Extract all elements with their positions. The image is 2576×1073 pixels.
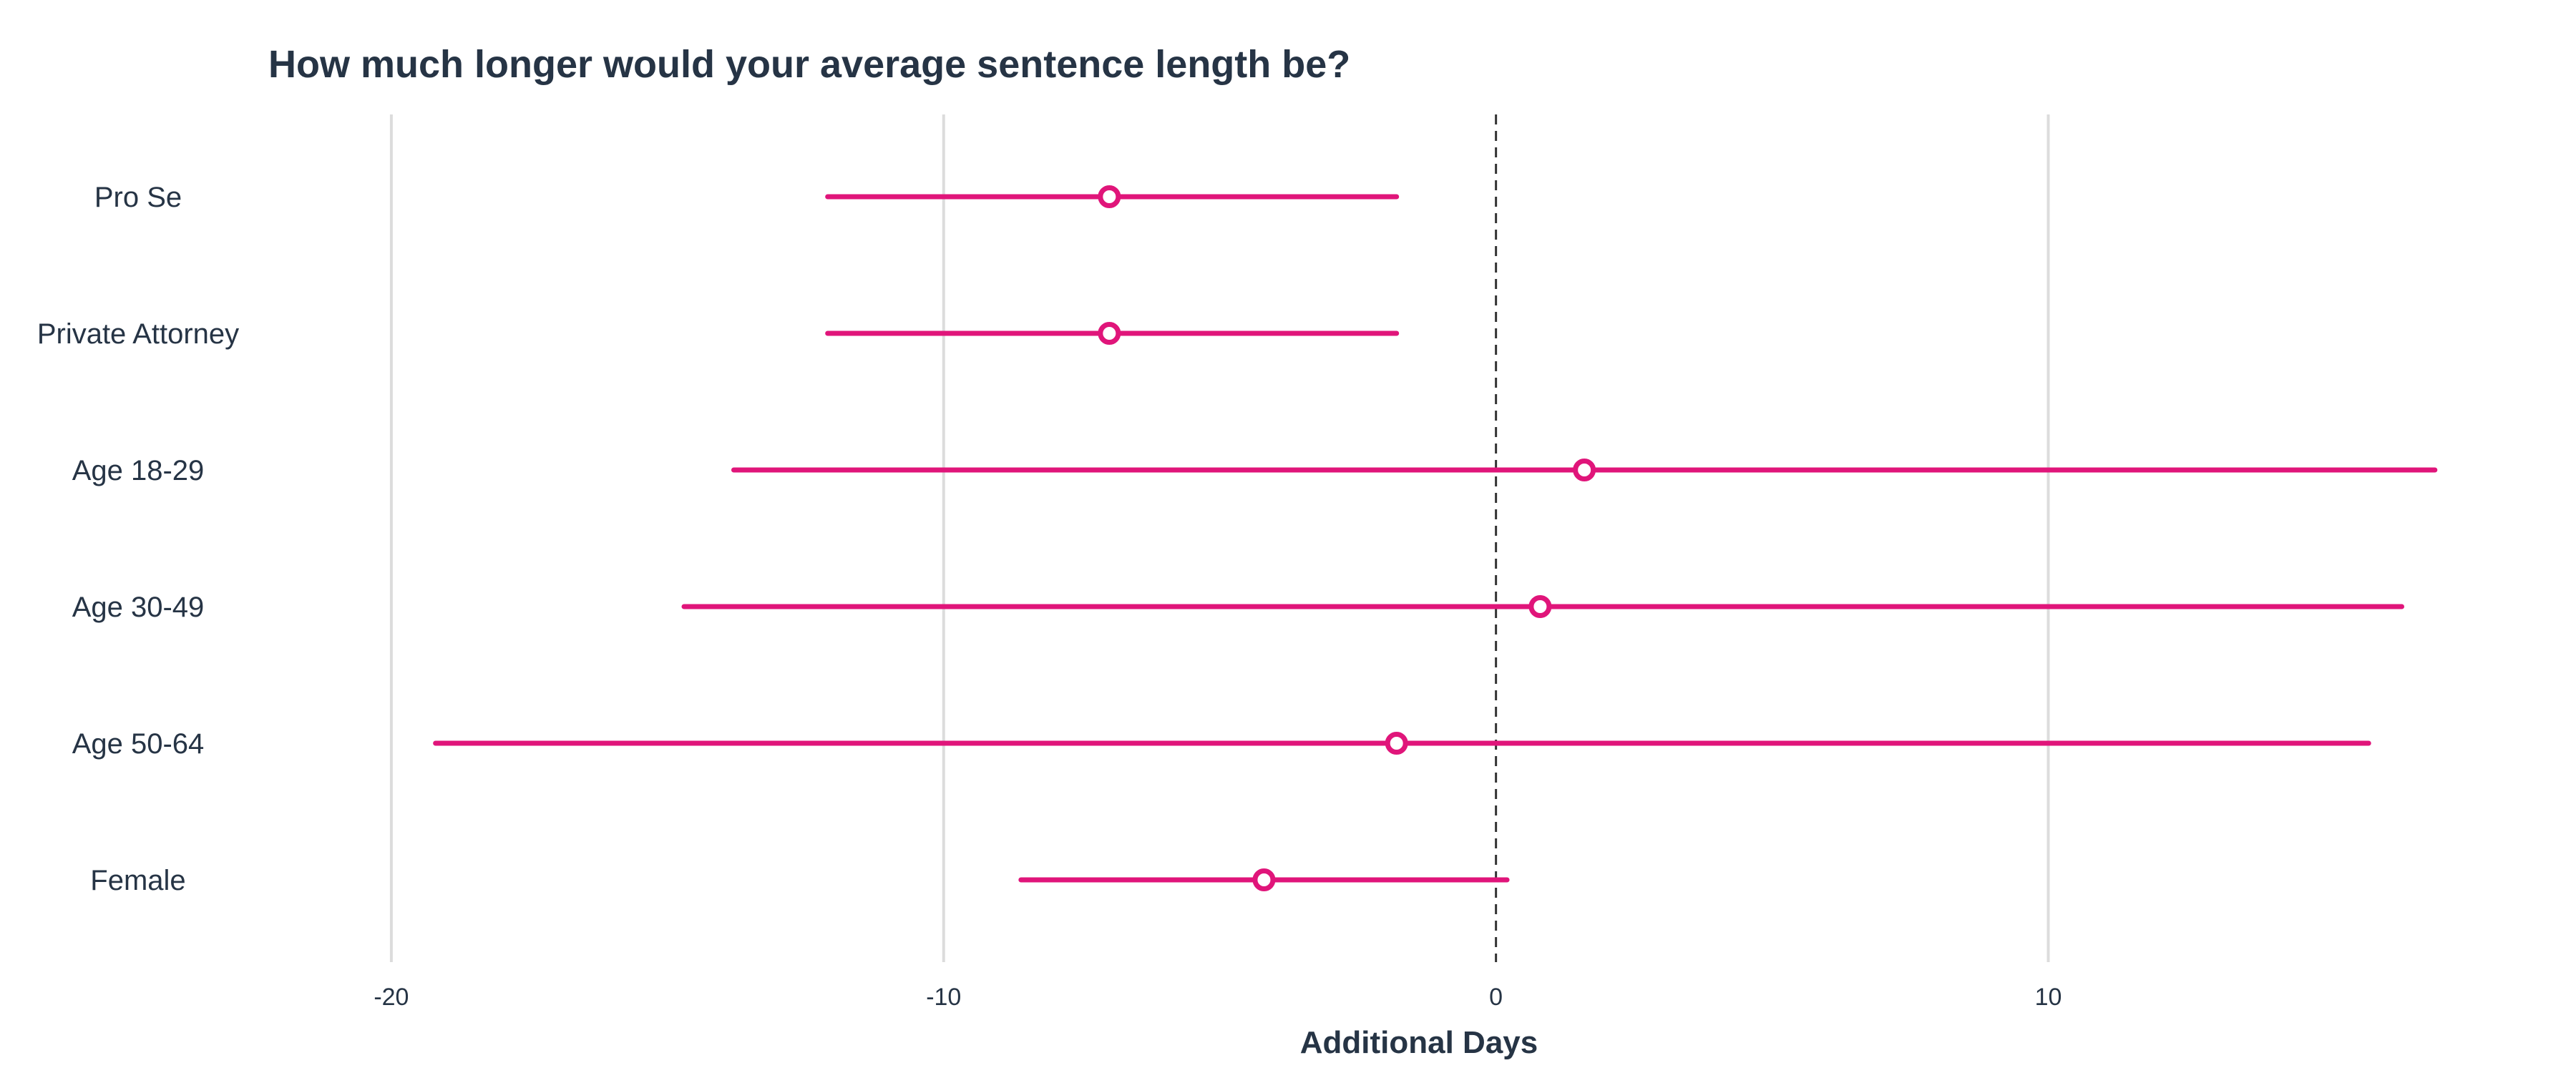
category-label: Age 50-64 [72, 728, 205, 760]
category-label: Age 18-29 [72, 455, 205, 486]
category-label: Private Attorney [37, 318, 239, 350]
estimate-point [1252, 868, 1276, 891]
category-label: Age 30-49 [72, 592, 205, 623]
x-tick-label: 10 [2035, 984, 2062, 1011]
estimate-point [1385, 732, 1408, 755]
x-tick-labels: -20 -10 0 10 [374, 984, 2062, 1011]
x-axis-title: Additional Days [1300, 1025, 1538, 1060]
estimate-point [1098, 185, 1121, 208]
estimate-points [1098, 185, 1596, 891]
category-labels: Pro Se Private Attorney Age 18-29 Age 30-49… [37, 182, 239, 896]
category-label: Pro Se [94, 182, 182, 213]
estimate-point [1528, 595, 1552, 618]
category-label: Female [90, 865, 185, 896]
x-tick-label: -10 [926, 984, 961, 1011]
gridlines [389, 114, 2050, 962]
x-tick-label: 0 [1489, 984, 1503, 1011]
confidence-intervals [433, 194, 2438, 883]
estimate-point [1098, 322, 1121, 345]
estimate-point [1573, 459, 1596, 481]
chart-title: How much longer would your average sente… [268, 43, 1350, 86]
x-tick-label: -20 [374, 984, 409, 1011]
